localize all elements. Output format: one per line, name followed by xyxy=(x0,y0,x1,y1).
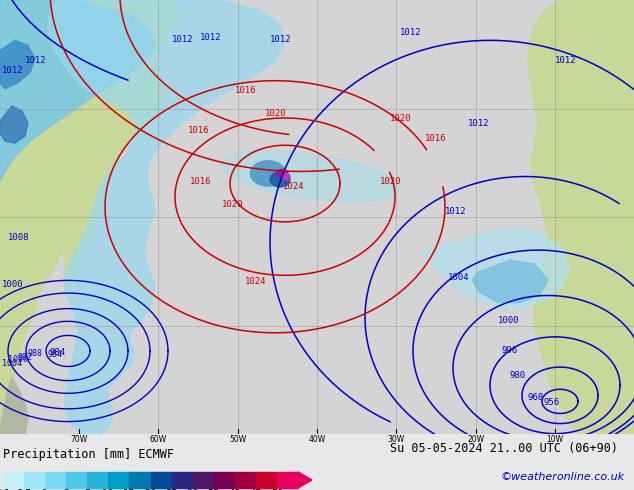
Text: 1004: 1004 xyxy=(2,359,22,368)
Bar xyxy=(45,472,66,488)
Text: 1000: 1000 xyxy=(8,355,28,365)
Text: 30: 30 xyxy=(186,489,199,490)
Ellipse shape xyxy=(282,173,290,179)
Polygon shape xyxy=(0,378,28,434)
Bar xyxy=(87,472,108,488)
Text: 1012: 1012 xyxy=(25,55,46,65)
Text: 1012: 1012 xyxy=(200,33,221,42)
Text: 20W: 20W xyxy=(467,435,484,444)
Text: 980: 980 xyxy=(510,371,526,380)
Text: 1012: 1012 xyxy=(468,119,489,128)
Bar xyxy=(24,472,45,488)
Text: 15: 15 xyxy=(123,489,136,490)
Polygon shape xyxy=(420,227,570,308)
Text: 1016: 1016 xyxy=(190,176,212,186)
Ellipse shape xyxy=(276,170,288,177)
Text: 1020: 1020 xyxy=(265,109,287,118)
Text: 984: 984 xyxy=(50,348,66,357)
Bar xyxy=(214,472,235,488)
Text: 35: 35 xyxy=(207,489,220,490)
Text: 996: 996 xyxy=(502,346,518,355)
Text: 10W: 10W xyxy=(547,435,564,444)
Bar xyxy=(3,472,24,488)
Polygon shape xyxy=(48,0,285,434)
Bar xyxy=(235,472,256,488)
Text: 5: 5 xyxy=(84,489,91,490)
Text: 1012: 1012 xyxy=(445,207,467,216)
Text: 10: 10 xyxy=(102,489,115,490)
Text: 1004: 1004 xyxy=(448,273,470,282)
Text: 988: 988 xyxy=(28,349,43,358)
Text: 50: 50 xyxy=(271,489,283,490)
Text: 40: 40 xyxy=(229,489,241,490)
Ellipse shape xyxy=(250,161,285,186)
Bar xyxy=(277,472,298,488)
Polygon shape xyxy=(528,0,634,434)
Bar xyxy=(150,472,172,488)
Text: 50W: 50W xyxy=(230,435,247,444)
Text: 1012: 1012 xyxy=(2,66,23,74)
Text: 956: 956 xyxy=(543,398,559,407)
Text: 2: 2 xyxy=(63,489,69,490)
Text: 1024: 1024 xyxy=(245,277,266,286)
Bar xyxy=(256,472,277,488)
Polygon shape xyxy=(0,106,28,143)
Text: 1016: 1016 xyxy=(188,126,209,135)
Text: 1020: 1020 xyxy=(390,114,411,123)
Text: 984: 984 xyxy=(48,350,63,359)
Text: 45: 45 xyxy=(250,489,262,490)
Text: 1000: 1000 xyxy=(2,280,23,290)
Text: 1000: 1000 xyxy=(498,316,519,325)
Ellipse shape xyxy=(221,151,399,202)
Text: 60W: 60W xyxy=(150,435,167,444)
Text: 20: 20 xyxy=(145,489,157,490)
Text: Precipitation [mm] ECMWF: Precipitation [mm] ECMWF xyxy=(3,448,174,461)
Text: Su 05-05-2024 21..00 UTC (06+90): Su 05-05-2024 21..00 UTC (06+90) xyxy=(390,441,618,455)
Text: 1012: 1012 xyxy=(270,35,292,45)
Polygon shape xyxy=(30,0,180,293)
Polygon shape xyxy=(0,0,155,181)
Text: 1012: 1012 xyxy=(400,28,422,37)
Text: 1020: 1020 xyxy=(222,200,243,209)
Polygon shape xyxy=(472,260,548,302)
Text: 968: 968 xyxy=(527,393,543,402)
Text: 0.1: 0.1 xyxy=(0,489,11,490)
Text: 0.5: 0.5 xyxy=(16,489,32,490)
Text: 1020: 1020 xyxy=(380,176,401,186)
Text: 25: 25 xyxy=(165,489,178,490)
Text: 1008: 1008 xyxy=(8,233,30,242)
Text: ©weatheronline.co.uk: ©weatheronline.co.uk xyxy=(501,472,625,482)
Polygon shape xyxy=(528,0,600,302)
Text: 1012: 1012 xyxy=(172,35,193,45)
Bar xyxy=(108,472,129,488)
Text: 70W: 70W xyxy=(70,435,87,444)
Polygon shape xyxy=(0,0,72,434)
Ellipse shape xyxy=(270,172,290,187)
Bar xyxy=(193,472,214,488)
Text: 992: 992 xyxy=(18,353,33,362)
Polygon shape xyxy=(0,40,35,89)
Text: 1016: 1016 xyxy=(235,86,257,95)
Text: 1012: 1012 xyxy=(555,55,576,65)
Bar xyxy=(66,472,87,488)
Text: 1: 1 xyxy=(42,489,48,490)
Text: 1024: 1024 xyxy=(283,182,304,191)
FancyArrow shape xyxy=(298,472,312,488)
Text: 1016: 1016 xyxy=(425,134,446,143)
Text: 40W: 40W xyxy=(308,435,326,444)
Bar xyxy=(172,472,193,488)
Text: 30W: 30W xyxy=(387,435,404,444)
Bar xyxy=(129,472,150,488)
